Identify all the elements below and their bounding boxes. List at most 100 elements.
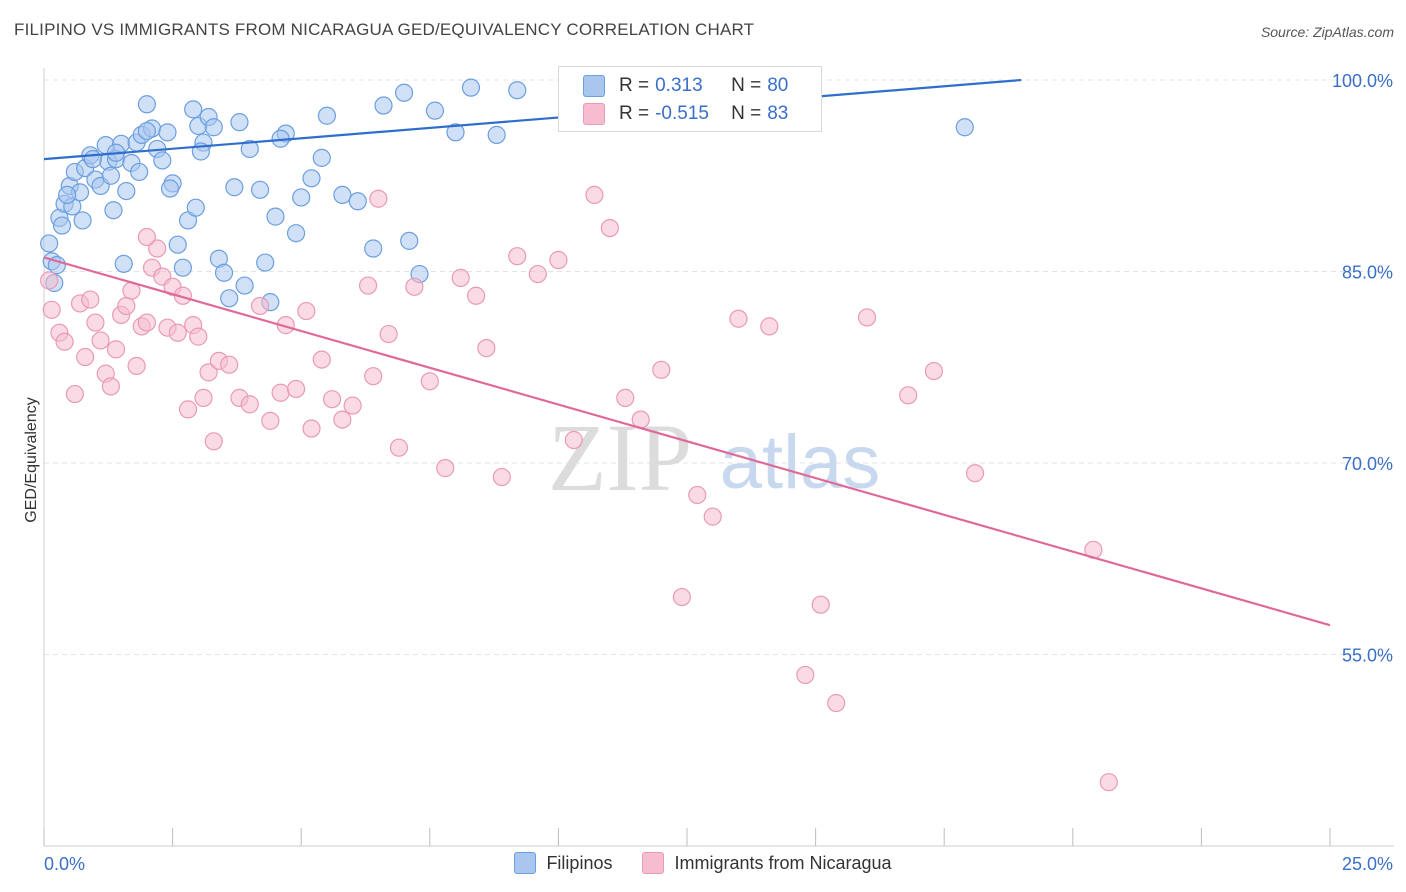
data-point (312, 148, 331, 167)
data-point (58, 185, 77, 204)
data-point (333, 410, 352, 429)
data-point (148, 239, 167, 258)
data-point (760, 317, 779, 336)
legend-r-value: -0.515 (655, 103, 709, 124)
data-point (86, 313, 105, 332)
data-point (379, 324, 398, 344)
data-point (286, 224, 306, 243)
data-point (40, 271, 59, 290)
data-point (240, 139, 259, 159)
data-point (600, 218, 619, 238)
data-point (549, 250, 568, 270)
data-point (173, 258, 192, 277)
data-point (348, 192, 367, 211)
watermark-zip: ZIP (548, 404, 692, 511)
trend-line-filipinos (43, 78, 1022, 161)
data-point (364, 367, 383, 386)
data-point (250, 180, 270, 199)
data-point (394, 83, 414, 102)
data-point (425, 101, 445, 120)
data-point (137, 95, 156, 114)
legend-swatch-blue (583, 75, 605, 97)
data-point (230, 113, 249, 132)
data-point (65, 384, 84, 404)
data-point (178, 400, 198, 419)
legend-r-value: 0.313 (655, 75, 703, 96)
y-tick-label: 55.0% (1342, 646, 1393, 666)
correlation-legend: R = 0.313 N = 80 R = -0.515 N = 83 (558, 66, 822, 132)
data-point (672, 587, 691, 607)
data-point (508, 81, 527, 100)
legend-n-label: N = (731, 103, 762, 124)
data-point (857, 308, 877, 327)
data-point (420, 372, 439, 391)
data-point (117, 296, 136, 316)
data-point (104, 201, 123, 220)
legend-swatch-pink (642, 852, 665, 874)
series-legend: Filipinos Immigrants from Nicaragua (0, 852, 1406, 874)
data-point (42, 300, 61, 319)
legend-item-filipinos: Filipinos (514, 852, 612, 874)
legend-label-nicaragua: Immigrants from Nicaragua (674, 852, 892, 873)
data-point (322, 390, 342, 409)
grid-lines (44, 79, 1394, 655)
data-point (194, 388, 213, 407)
trend-line-nicaragua (43, 256, 1331, 627)
data-point (312, 350, 331, 369)
data-point (127, 356, 146, 376)
data-point (369, 189, 388, 208)
data-point (827, 693, 846, 713)
data-point (250, 296, 270, 316)
watermark: ZIP atlas (548, 404, 880, 511)
data-point (184, 100, 203, 119)
data-point (389, 438, 409, 457)
legend-swatch-blue (514, 852, 537, 874)
data-point (158, 123, 177, 142)
data-point (106, 340, 126, 359)
data-point (965, 464, 985, 483)
legend-row-nicaragua: R = -0.515 N = 83 (583, 102, 788, 126)
data-point (292, 188, 311, 207)
data-point (477, 339, 496, 358)
data-point (137, 121, 156, 141)
legend-item-nicaragua: Immigrants from Nicaragua (642, 852, 892, 874)
data-point (55, 332, 74, 351)
data-point (101, 166, 120, 185)
data-point (333, 185, 352, 204)
data-point (955, 118, 974, 137)
tick-labels: 100.0% 85.0% 70.0% 55.0% 0.0% 25.0% (44, 71, 1393, 874)
data-point (83, 150, 102, 169)
legend-swatch-pink (583, 103, 605, 125)
axes (43, 68, 1394, 847)
trend-lines (43, 78, 1331, 627)
data-point (1099, 773, 1118, 792)
data-point (585, 185, 604, 204)
data-point (899, 386, 918, 405)
data-point (220, 289, 239, 308)
data-point (204, 432, 223, 451)
data-point (317, 106, 337, 125)
data-point (137, 313, 156, 332)
data-point (168, 323, 187, 342)
data-point (729, 309, 748, 328)
data-point (261, 411, 280, 430)
data-point (487, 125, 506, 144)
chart-title: FILIPINO VS IMMIGRANTS FROM NICARAGUA GE… (14, 20, 755, 39)
series-filipinos-points (40, 78, 974, 312)
legend-row-filipinos: R = 0.313 N = 80 (583, 74, 788, 98)
data-point (160, 179, 180, 198)
legend-r-label: R = (619, 103, 650, 124)
data-point (302, 169, 321, 188)
data-point (796, 665, 815, 685)
data-point (101, 377, 120, 396)
chart-source: Source: ZipAtlas.com (1260, 24, 1394, 40)
data-point (343, 396, 362, 415)
data-point (117, 181, 136, 201)
y-axis-label: GED/Equivalency (23, 397, 40, 523)
data-point (451, 268, 470, 287)
data-point (189, 327, 208, 346)
data-point (446, 123, 465, 142)
data-point (168, 235, 187, 254)
data-point (466, 286, 486, 305)
